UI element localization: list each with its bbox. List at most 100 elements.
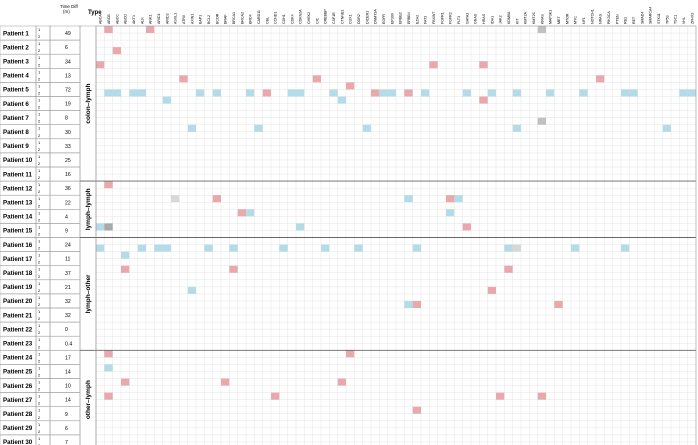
mutation-cell — [462, 223, 471, 231]
mutation-cell — [212, 89, 221, 97]
mutation-cell — [296, 223, 305, 231]
mutation-cell — [621, 244, 630, 252]
gene-label: FBXW7 — [432, 12, 436, 24]
gene-label: ARID1 — [157, 13, 161, 24]
mutation-cell — [287, 89, 296, 97]
mutation-cell — [596, 75, 605, 83]
time-diff-value: 10 — [65, 384, 71, 390]
heatmap-cells — [96, 26, 696, 414]
sample-label: 2 — [38, 415, 41, 420]
mutation-cell — [429, 61, 438, 69]
mutation-cell — [329, 89, 338, 97]
sample-label: 2 — [38, 288, 41, 293]
mutation-cell — [104, 392, 113, 400]
mutation-cell — [312, 75, 321, 83]
mutation-cell — [154, 244, 163, 252]
time-diff-value: 49 — [65, 31, 71, 37]
mutation-cell — [379, 89, 388, 97]
patient-name: Patient 1 — [3, 30, 29, 37]
patient-name: Patient 12 — [3, 185, 33, 192]
patient-name: Patient 2 — [3, 44, 29, 51]
mutation-cell — [346, 350, 355, 358]
gene-label: AKT1 — [132, 15, 136, 24]
table-row: Patient 9 1 2 33 — [0, 138, 81, 154]
patient-name: Patient 23 — [3, 340, 33, 347]
patient-name: Patient 11 — [3, 171, 32, 178]
time-diff-value: 21 — [65, 285, 71, 291]
mutation-cell — [246, 209, 255, 217]
patient-name: Patient 7 — [3, 115, 29, 122]
sample-label: 1 — [38, 436, 41, 441]
mutation-cell — [262, 89, 271, 97]
patient-name: Patient 16 — [3, 242, 33, 249]
mutation-cell — [104, 350, 113, 358]
time-diff-value: 17 — [65, 355, 71, 361]
mutation-cell — [687, 89, 696, 97]
group-label: colon–lymph — [85, 83, 92, 123]
time-diff-value: 9 — [65, 412, 68, 418]
patient-name: Patient 15 — [3, 228, 33, 235]
mutation-cell — [412, 406, 421, 414]
mutation-cell — [296, 89, 305, 97]
mutation-cell — [271, 392, 280, 400]
table-row: Patient 22 1 2 0 — [0, 321, 81, 337]
sample-label: 1 — [38, 422, 41, 427]
gene-label: BRCA2 — [240, 12, 244, 24]
gene-label: BAP1 — [199, 15, 203, 24]
mutation-cell — [412, 244, 421, 252]
table-row: Patient 8 1 2 30 — [0, 124, 81, 140]
mutation-cell — [104, 223, 113, 231]
patient-name: Patient 22 — [3, 326, 33, 333]
mutation-cell — [104, 89, 113, 97]
sample-label: 1 — [38, 83, 41, 88]
gene-label: IDH1 — [490, 16, 494, 24]
gene-label: MAP3K1 — [549, 10, 553, 24]
time-diff-value: 16 — [65, 172, 71, 178]
gene-label: EZH2 — [415, 15, 419, 24]
gene-label: SMAD4 — [640, 12, 644, 24]
mutation-cell — [404, 195, 413, 203]
gene-labels: ABCA ABCB ABCC ABCD AKT1 ALK ANK1 ARID1 ARID2 ASX… — [99, 7, 695, 24]
table-row: Patient 28 1 2 9 — [0, 406, 81, 422]
mutation-cell — [496, 392, 505, 400]
patient-name: Patient 17 — [3, 256, 33, 263]
sample-label: 1 — [38, 27, 41, 32]
sample-label: 1 — [38, 309, 41, 314]
table-row: Patient 14 1 2 4 — [0, 209, 81, 224]
mutation-cell — [104, 26, 113, 34]
mutation-cell — [446, 209, 455, 217]
sample-label: 2 — [38, 401, 41, 406]
sample-label: 2 — [38, 302, 41, 307]
time-diff-value: 24 — [65, 243, 71, 249]
time-diff-value: 0.4 — [65, 341, 72, 347]
sample-label: 1 — [38, 69, 41, 74]
gene-label: NOTCH1 — [590, 9, 594, 24]
mutation-cell — [321, 244, 330, 252]
gene-label: STK11 — [657, 13, 661, 24]
mutation-cell — [387, 89, 396, 97]
sample-label: 2 — [38, 358, 41, 363]
mutation-cell — [537, 117, 546, 125]
table-row: Patient 1 1 2 49 — [0, 25, 81, 41]
time-diff-value: 0 — [65, 327, 68, 333]
time-diff-value: 14 — [65, 398, 71, 404]
mutation-cell — [104, 181, 113, 189]
mutation-cell — [512, 124, 521, 132]
patient-name: Patient 25 — [3, 369, 33, 376]
gene-label: CREBBP — [324, 9, 328, 24]
sample-label: 2 — [38, 133, 41, 138]
mutation-cell — [187, 124, 196, 132]
patient-name: Patient 28 — [3, 411, 33, 418]
gene-label: ABCC — [115, 14, 119, 24]
gene-label: ASXL1 — [174, 13, 178, 24]
sample-label: 1 — [38, 380, 41, 385]
mutation-cell — [229, 265, 238, 273]
gene-label: BRAF — [224, 14, 228, 24]
sample-label: 2 — [38, 189, 41, 194]
time-diff-value: 6 — [65, 45, 68, 51]
table-row: Patient 6 1 2 19 — [0, 96, 81, 111]
time-diff-value: 7 — [65, 440, 68, 445]
mutation-cell — [404, 300, 413, 308]
